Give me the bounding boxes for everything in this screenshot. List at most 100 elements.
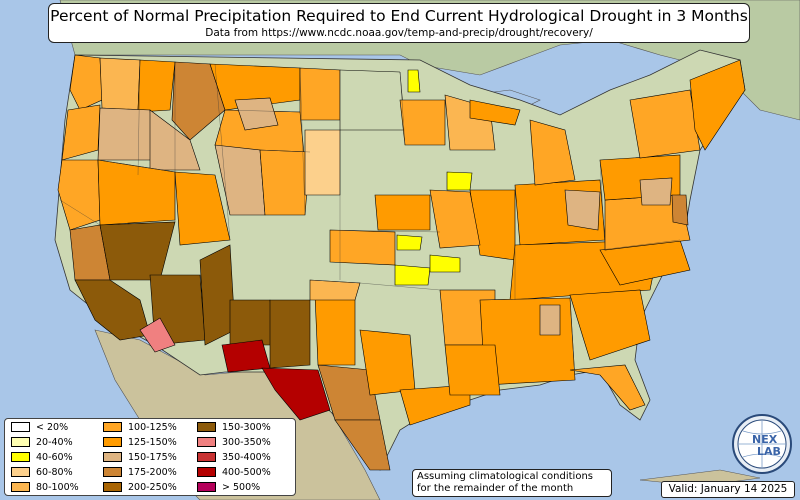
region-oh-east xyxy=(564,189,601,231)
region-mn-south xyxy=(399,99,446,146)
assumption-note: Assuming climatological conditions for t… xyxy=(412,469,612,497)
legend-item: 350-400% xyxy=(197,451,271,464)
legend-label: 200-250% xyxy=(128,482,177,493)
region-nm-south xyxy=(221,339,271,373)
legend-swatch xyxy=(197,421,216,432)
legend-swatch xyxy=(197,451,216,462)
region-ne-east xyxy=(374,194,431,231)
legend-label: < 20% xyxy=(36,422,69,433)
region-ia-yellow xyxy=(446,171,473,191)
region-fl xyxy=(569,364,646,411)
region-ks-central xyxy=(329,229,396,266)
legend-label: 60-80% xyxy=(36,467,73,478)
legend-item: 125-150% xyxy=(103,436,177,449)
legend-swatch xyxy=(197,481,216,492)
legend-swatch xyxy=(11,436,30,447)
region-wa-coast xyxy=(69,54,103,111)
legend: < 20% 20-40% 40-60% 60-80% 80-100% 100-1… xyxy=(4,418,296,496)
legend-label: 150-175% xyxy=(128,452,177,463)
region-nm-east xyxy=(269,299,311,369)
region-wy-basin xyxy=(234,97,279,131)
note-line-2: for the remainder of the month xyxy=(417,483,574,494)
nexlab-globe-logo: NEX LAB xyxy=(732,414,792,474)
legend-label: 350-400% xyxy=(222,452,271,463)
legend-label: 400-500% xyxy=(222,467,271,478)
region-co-east xyxy=(259,149,311,216)
region-mt-east xyxy=(299,67,341,121)
legend-item: 150-175% xyxy=(103,451,177,464)
region-or-west xyxy=(61,104,101,161)
region-ne xyxy=(304,129,341,196)
region-ca-north xyxy=(57,159,101,231)
map-subtitle: Data from https://www.ncdc.noaa.gov/temp… xyxy=(205,27,593,39)
region-nm-west xyxy=(229,299,276,346)
region-ga-sc xyxy=(569,289,651,361)
region-wa-east xyxy=(99,57,141,111)
legend-label: 100-125% xyxy=(128,422,177,433)
legend-swatch xyxy=(11,481,30,492)
legend-item: 150-300% xyxy=(197,421,271,434)
region-mi-up xyxy=(469,99,521,126)
legend-item: 80-100% xyxy=(11,481,79,494)
legend-item: 300-350% xyxy=(197,436,271,449)
legend-swatch xyxy=(11,466,30,477)
legend-item: 400-500% xyxy=(197,466,271,479)
region-wv xyxy=(639,177,673,206)
legend-label: 300-350% xyxy=(222,437,271,448)
legend-label: 125-150% xyxy=(128,437,177,448)
legend-item: < 20% xyxy=(11,421,69,434)
legend-label: 20-40% xyxy=(36,437,73,448)
region-az-sw xyxy=(139,317,176,353)
legend-item: > 500% xyxy=(197,481,261,494)
legend-swatch xyxy=(103,421,122,432)
region-md-de xyxy=(671,194,689,226)
legend-item: 20-40% xyxy=(11,436,73,449)
legend-label: 80-100% xyxy=(36,482,79,493)
legend-item: 40-60% xyxy=(11,451,73,464)
region-ks-east-yellow xyxy=(429,254,461,273)
legend-swatch xyxy=(197,466,216,477)
region-id-north xyxy=(137,59,176,113)
logo-text-top: NEX xyxy=(752,433,778,446)
legend-item: 200-250% xyxy=(103,481,177,494)
region-mo xyxy=(429,189,481,249)
region-mi-lp xyxy=(529,119,576,186)
legend-swatch xyxy=(103,466,122,477)
legend-swatch xyxy=(197,436,216,447)
logo-text-bottom: LAB xyxy=(757,445,781,458)
legend-swatch xyxy=(103,481,122,492)
legend-swatch xyxy=(103,451,122,462)
region-nd xyxy=(339,69,406,131)
title-box: Percent of Normal Precipitation Required… xyxy=(48,3,750,43)
region-ok-west xyxy=(309,279,361,301)
map-title: Percent of Normal Precipitation Required… xyxy=(50,7,748,25)
region-ks-yellow xyxy=(394,264,431,286)
region-ne-coast xyxy=(689,59,746,151)
legend-item: 100-125% xyxy=(103,421,177,434)
legend-label: > 500% xyxy=(222,482,261,493)
note-line-1: Assuming climatological conditions xyxy=(417,471,593,482)
region-mt-west xyxy=(171,61,226,141)
region-tx-west xyxy=(261,367,331,421)
logo-grid-icon xyxy=(738,420,786,468)
legend-label: 40-60% xyxy=(36,452,73,463)
legend-swatch xyxy=(103,436,122,447)
region-ks-north-yellow xyxy=(396,234,423,251)
valid-date: Valid: January 14 2025 xyxy=(661,481,795,498)
region-tx-south xyxy=(334,419,391,471)
region-tx-central xyxy=(359,329,416,396)
legend-label: 150-300% xyxy=(222,422,271,433)
state-boundaries xyxy=(59,59,681,381)
region-tx-panhandle xyxy=(314,294,356,366)
legend-item: 60-80% xyxy=(11,466,73,479)
legend-swatch xyxy=(11,451,30,462)
legend-swatch xyxy=(11,421,30,432)
legend-item: 175-200% xyxy=(103,466,177,479)
legend-label: 175-200% xyxy=(128,467,177,478)
region-ny xyxy=(629,89,701,159)
region-al-east xyxy=(539,304,561,336)
region-mn-yellow xyxy=(407,69,421,93)
region-la xyxy=(444,344,501,396)
region-or-east xyxy=(97,107,156,161)
